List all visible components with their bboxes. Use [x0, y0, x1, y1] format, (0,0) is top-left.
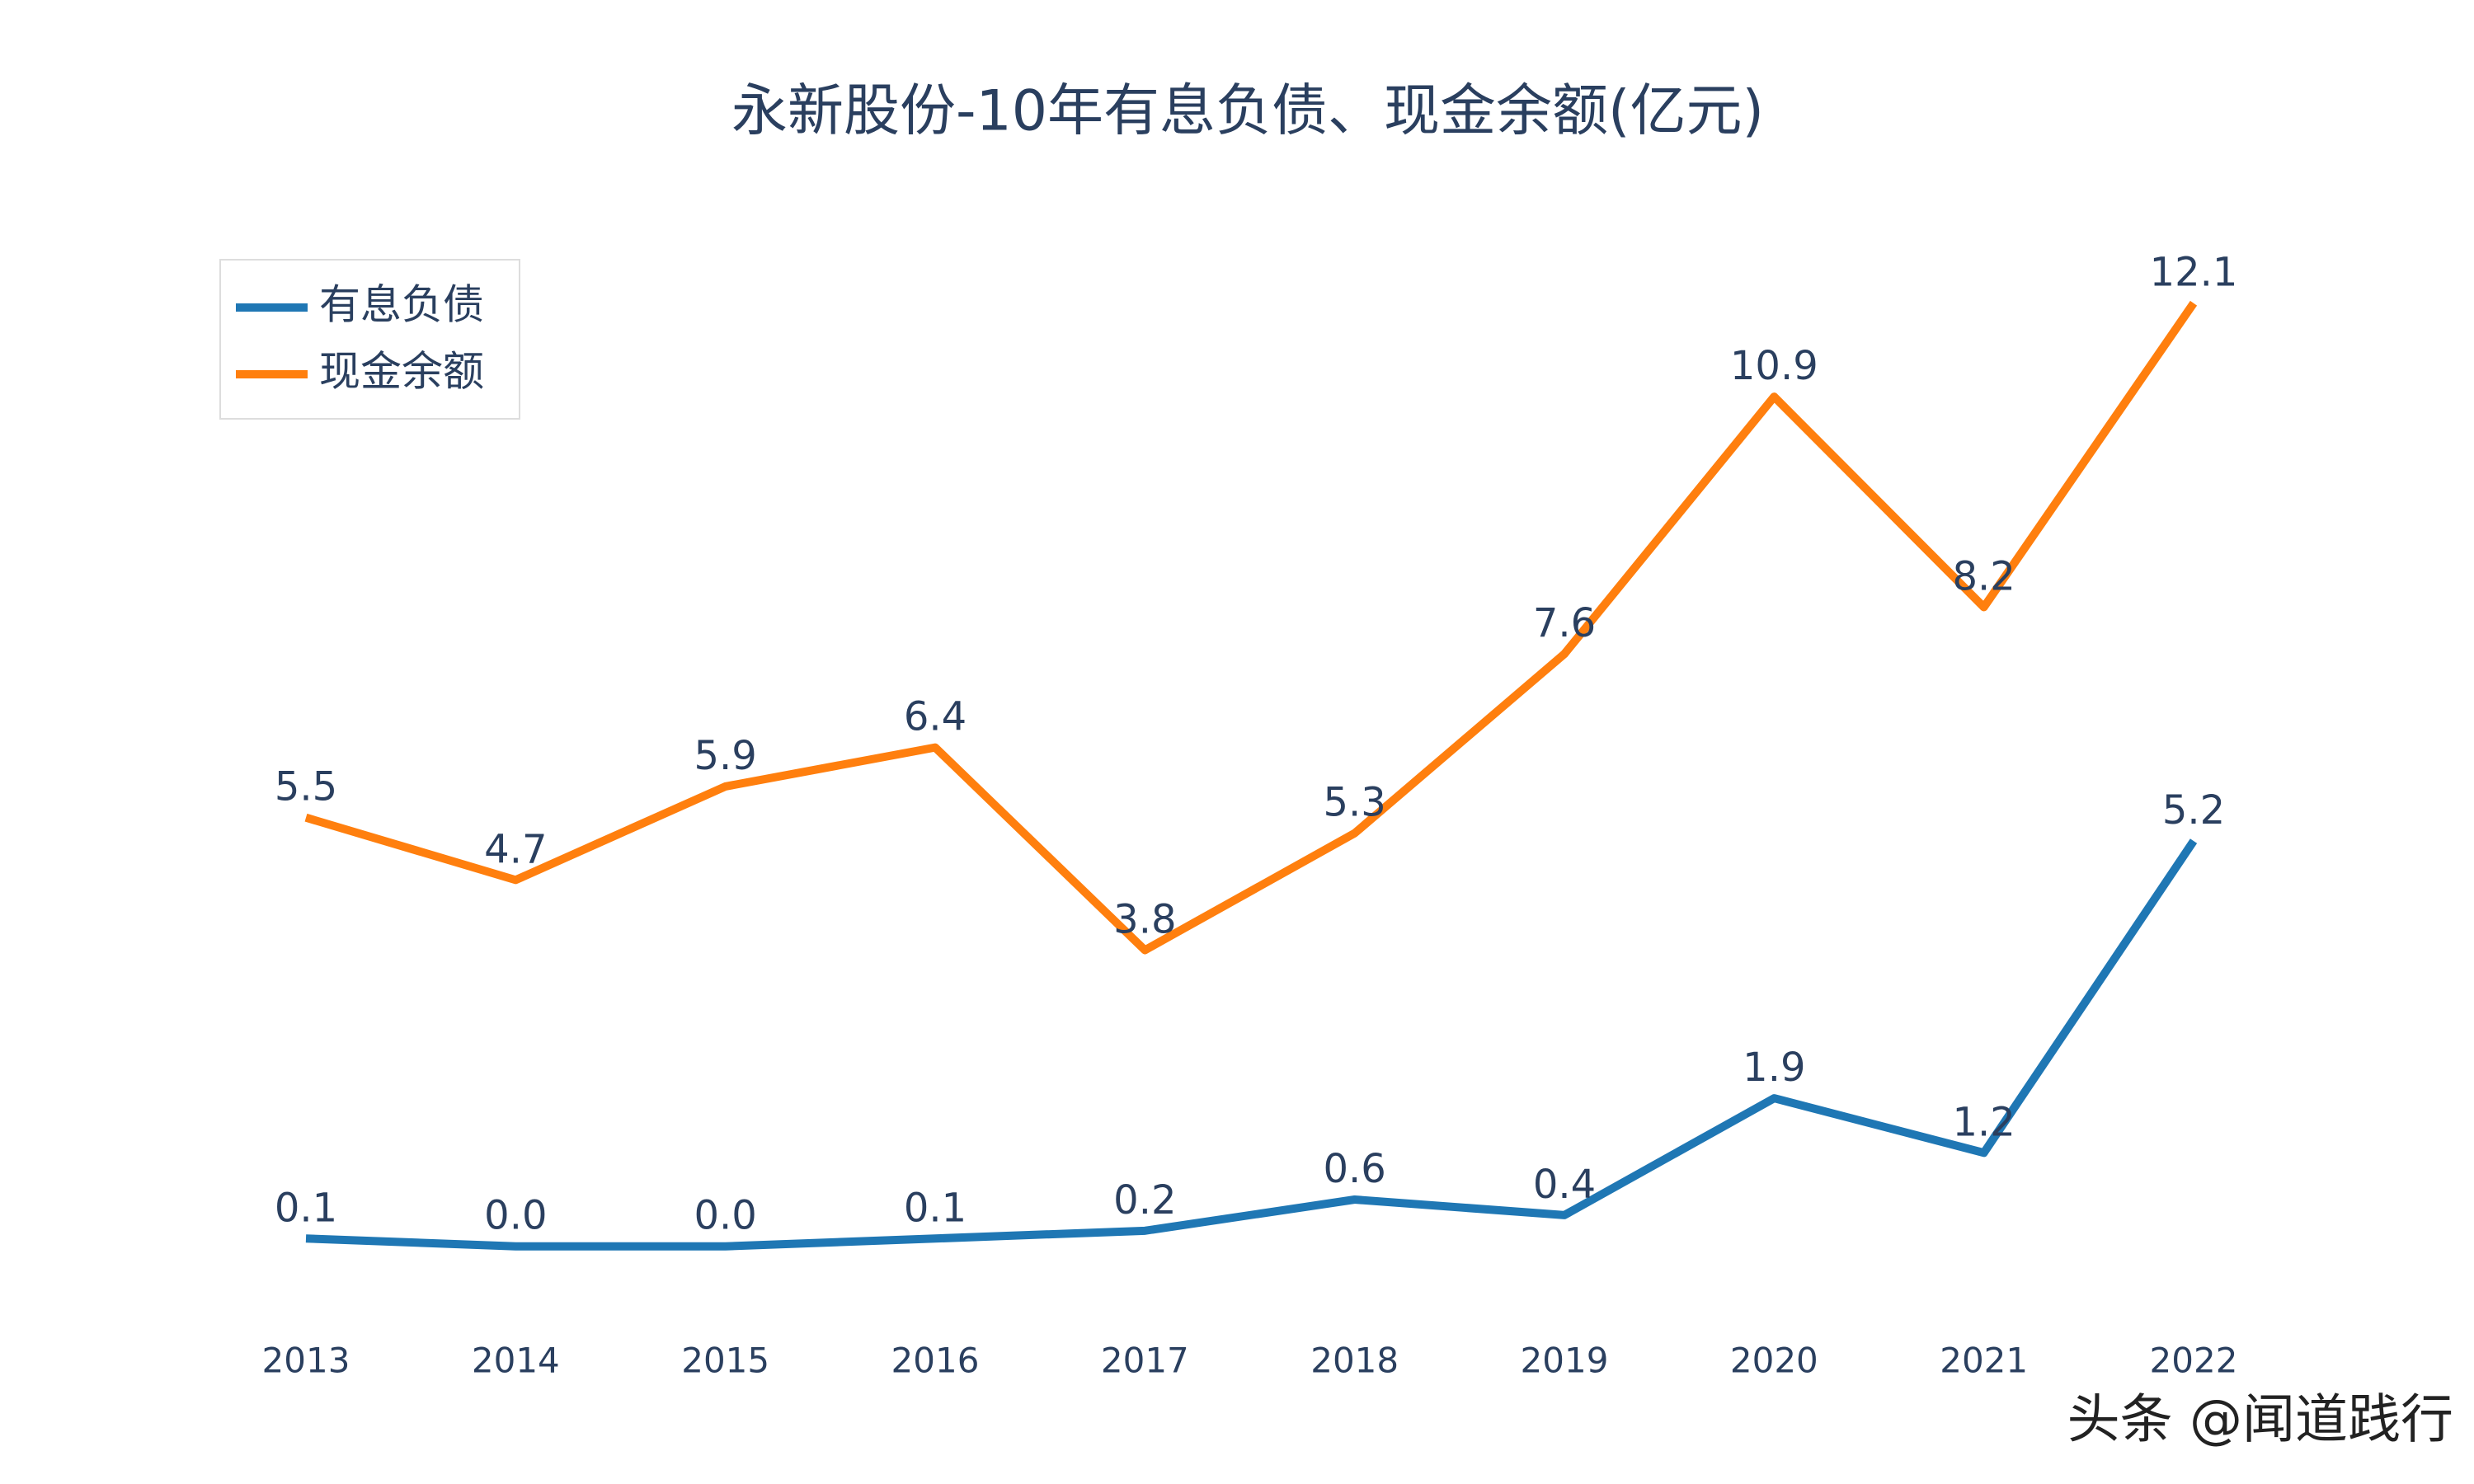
data-label: 7.6 — [1533, 600, 1596, 646]
data-label: 5.2 — [2162, 787, 2225, 834]
x-tick-label: 2018 — [1310, 1341, 1399, 1381]
line — [304, 300, 2198, 955]
watermark: 头条 @闻道践行 — [2067, 1390, 2453, 1451]
legend-box — [219, 259, 520, 420]
data-label: 5.5 — [275, 764, 337, 810]
data-label: 12.1 — [2150, 250, 2238, 296]
x-tick-label: 2014 — [472, 1341, 560, 1381]
chart-title: 永新股份-10年有息负债、现金余额(亿元) — [731, 79, 1764, 144]
data-label: 1.2 — [1952, 1099, 2015, 1145]
data-label: 3.8 — [1113, 896, 1176, 942]
x-tick-label: 2020 — [1730, 1341, 1818, 1381]
data-label: 0.0 — [694, 1193, 756, 1239]
x-tick-label: 2022 — [2150, 1341, 2238, 1381]
data-label: 10.9 — [1730, 343, 1818, 389]
data-label: 4.7 — [484, 826, 547, 872]
line — [305, 838, 2198, 1251]
x-tick-label: 2019 — [1521, 1341, 1609, 1381]
x-tick-label: 2021 — [1940, 1341, 2028, 1381]
data-label: 5.9 — [694, 733, 756, 779]
data-label: 0.1 — [275, 1185, 337, 1231]
x-tick-label: 2015 — [681, 1341, 769, 1381]
data-label: 0.4 — [1533, 1162, 1596, 1208]
data-label: 8.2 — [1952, 553, 2015, 599]
x-tick-label: 2013 — [262, 1341, 350, 1381]
data-label: 6.4 — [904, 694, 967, 740]
x-tick-label: 2017 — [1101, 1341, 1189, 1381]
data-label: 1.9 — [1743, 1045, 1805, 1091]
data-label: 0.1 — [904, 1185, 967, 1231]
data-label: 0.0 — [484, 1193, 547, 1239]
legend-label: 有息负债 — [319, 281, 484, 329]
data-label: 0.2 — [1113, 1177, 1176, 1223]
legend-label: 现金余额 — [319, 348, 484, 396]
data-label: 0.6 — [1323, 1146, 1385, 1192]
data-label: 5.3 — [1323, 780, 1385, 826]
x-tick-label: 2016 — [891, 1341, 980, 1381]
